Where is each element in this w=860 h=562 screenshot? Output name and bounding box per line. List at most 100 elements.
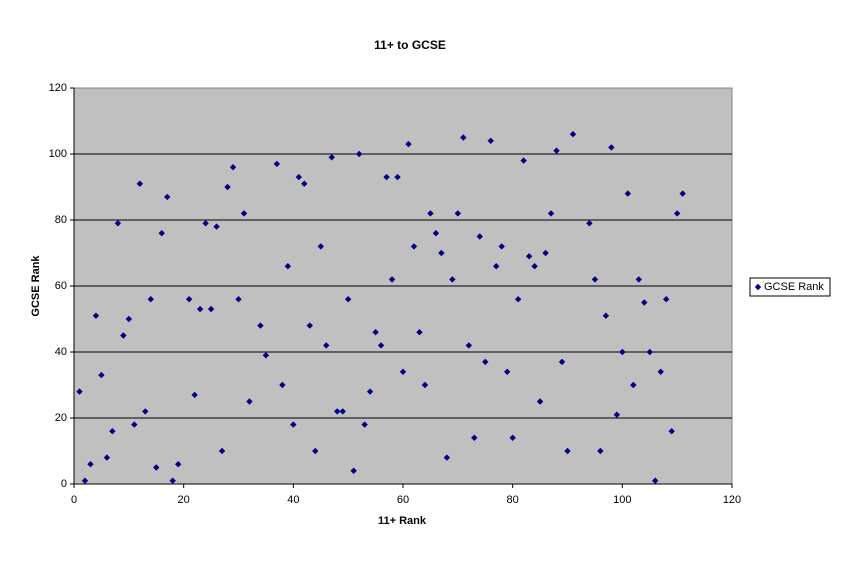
point [317,243,324,250]
chart-title: 11+ to GCSE [374,38,446,52]
x-tick-label: 0 [71,494,77,506]
point [630,381,637,389]
point [301,180,308,187]
point [668,428,675,435]
point [416,329,423,336]
y-tick-label: 20 [55,412,67,424]
x-axis-label: 11+ Rank [378,515,427,527]
point [602,312,610,319]
point [366,388,374,395]
point [454,210,462,217]
point [569,131,577,138]
point [547,210,555,217]
point [498,243,505,250]
point [81,477,89,484]
point [279,381,286,389]
point [663,296,670,303]
point [174,461,182,468]
point [87,461,94,468]
point [624,190,632,197]
point [558,358,566,366]
point [284,263,292,270]
point [432,230,440,237]
point [246,398,253,405]
point [608,144,615,151]
point [514,296,522,303]
point [344,296,352,303]
point [421,381,429,389]
point [185,296,193,303]
point [213,223,220,230]
point [619,348,626,356]
x-tick-label: 100 [613,494,631,506]
point [136,180,143,187]
point [306,322,313,329]
y-tick-label: 100 [49,148,67,160]
point [482,358,489,366]
point [525,253,533,260]
legend-box [749,277,831,297]
point [361,421,368,428]
point [273,160,281,168]
y-tick-label: 0 [61,478,67,490]
point [465,342,472,349]
point [377,342,385,349]
point [257,322,264,329]
point [520,157,527,164]
x-tick-label: 80 [507,494,519,506]
point [328,154,335,161]
point [131,421,138,428]
x-tick-label: 120 [723,494,741,506]
point [350,467,357,474]
point [240,210,248,217]
legend [749,277,831,297]
point [120,332,127,339]
point [98,371,105,379]
point [564,447,571,455]
point [339,408,346,415]
point [542,249,549,257]
point [646,348,653,356]
point [207,305,215,313]
point [191,391,198,399]
y-tick-label: 80 [55,214,67,226]
point [443,454,451,461]
point [76,388,83,395]
point [295,173,303,181]
y-tick-label: 60 [55,280,67,292]
point [323,342,330,349]
point [196,305,204,313]
point [591,276,599,283]
point [109,428,116,435]
point [460,134,467,141]
point [673,210,681,217]
point [312,447,319,455]
point [586,220,593,227]
legend-marker [754,283,762,291]
point [553,147,560,154]
y-tick-label: 40 [55,346,67,358]
point [493,263,500,270]
point [394,173,401,181]
point [224,183,231,191]
point [652,477,659,484]
point [471,434,478,441]
point [531,263,538,270]
point [613,411,621,418]
point [103,454,111,461]
point [597,447,604,455]
point [218,447,226,455]
point [388,276,396,283]
point [503,368,511,375]
point [164,193,171,201]
x-tick-label: 20 [178,494,190,506]
point [399,368,407,375]
point [169,477,176,484]
point [125,315,133,323]
x-tick-label: 40 [287,494,299,506]
point [202,220,209,227]
point [641,299,648,306]
point [509,434,516,441]
point [383,173,390,181]
